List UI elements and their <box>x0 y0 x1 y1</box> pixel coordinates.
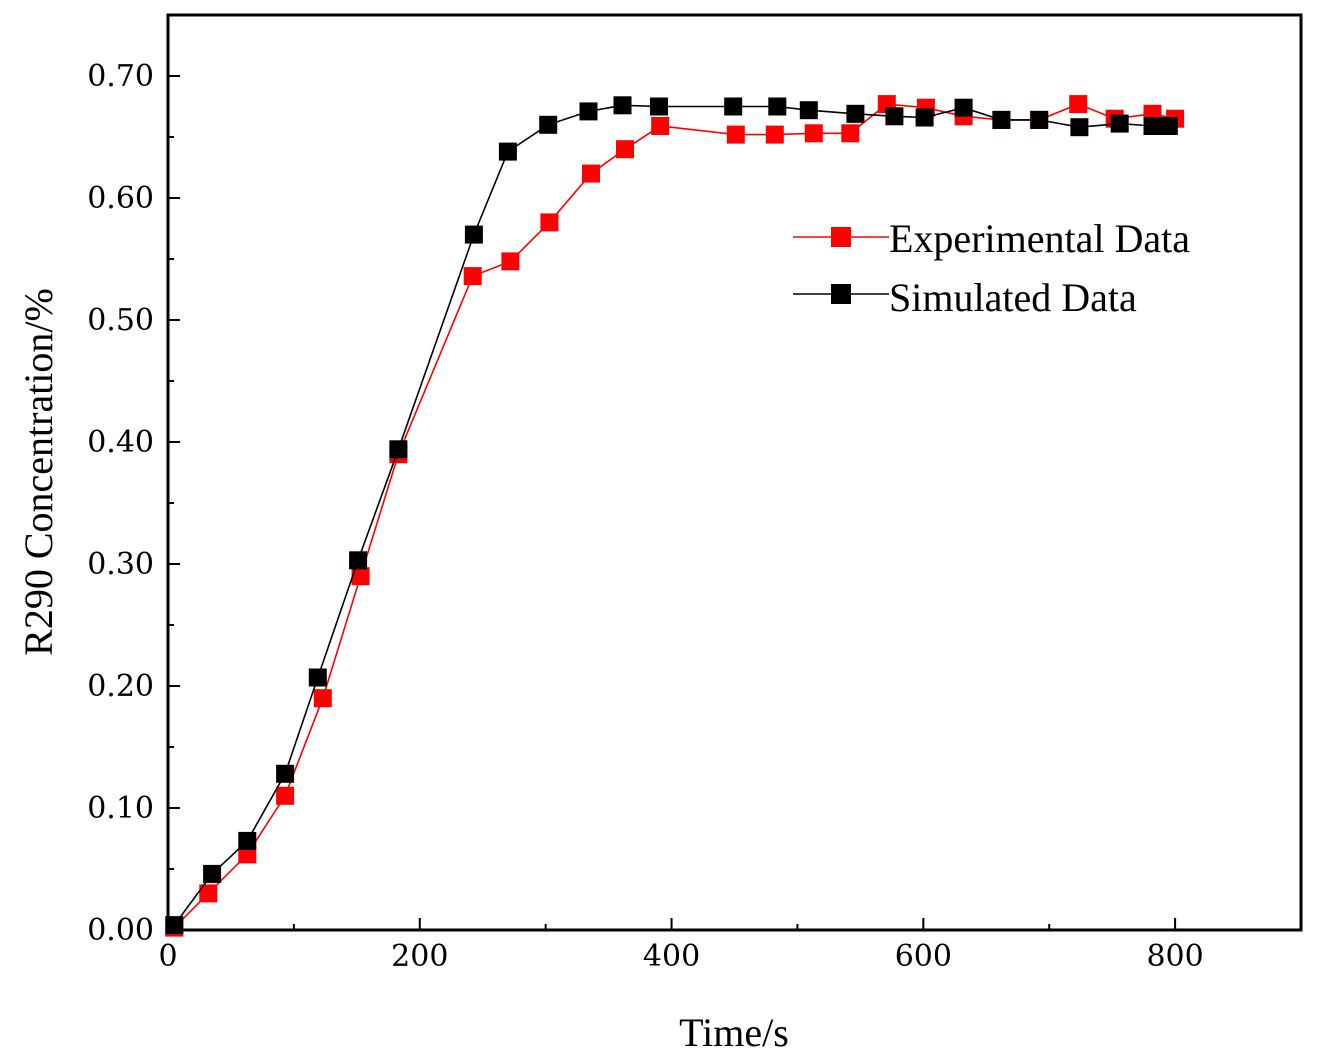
data-point-simulated <box>915 108 934 127</box>
data-point-experimental <box>463 267 482 286</box>
data-point-simulated <box>498 142 517 161</box>
data-point-simulated <box>799 101 818 120</box>
data-point-experimental <box>616 140 634 159</box>
data-point-simulated <box>1070 118 1089 137</box>
data-point-simulated <box>724 97 743 116</box>
data-point-experimental <box>726 125 745 144</box>
data-point-simulated <box>846 104 865 123</box>
y-tick-label: 0.20 <box>87 669 154 704</box>
data-point-simulated <box>308 668 327 687</box>
data-point-experimental <box>1069 95 1088 114</box>
data-point-experimental <box>651 117 670 135</box>
data-point-simulated <box>613 96 632 115</box>
data-point-experimental <box>276 786 295 805</box>
series-layer <box>165 95 1185 937</box>
x-tick-label: 0 <box>158 939 177 974</box>
data-point-simulated <box>276 764 295 783</box>
y-tick-label: 0.10 <box>87 791 154 826</box>
y-tick-label: 0.60 <box>87 181 154 216</box>
x-tick-label: 200 <box>391 939 448 974</box>
y-axis-title: R290 Concentration/% <box>16 288 61 656</box>
data-point-simulated <box>1159 117 1178 135</box>
y-tick-label: 0.50 <box>87 303 154 338</box>
data-point-simulated <box>954 98 973 117</box>
data-point-simulated <box>650 97 668 116</box>
data-point-simulated <box>992 110 1011 129</box>
ticks-layer <box>167 75 1177 931</box>
legend-marker-experimental <box>831 227 851 247</box>
data-point-simulated <box>464 225 483 244</box>
data-point-simulated <box>203 864 222 883</box>
data-point-experimental <box>199 884 218 903</box>
data-point-experimental <box>313 689 332 708</box>
data-point-experimental <box>582 164 600 183</box>
data-point-experimental <box>501 252 520 271</box>
x-tick-label: 800 <box>1146 939 1203 974</box>
data-point-simulated <box>885 107 904 126</box>
tick-labels-layer: 0 200 400 600 800 0.00 0.10 0.20 0.30 0.40 0.50 0.6… <box>87 59 1204 974</box>
plot-frame <box>166 13 1303 932</box>
data-point-simulated <box>349 551 368 570</box>
data-point-simulated <box>539 115 558 134</box>
data-point-simulated <box>579 102 598 121</box>
x-tick-label: 600 <box>895 939 952 974</box>
y-tick-label: 0.40 <box>87 425 154 460</box>
data-point-simulated <box>768 97 787 116</box>
data-point-experimental <box>540 213 559 232</box>
data-point-simulated <box>1030 110 1049 129</box>
legend-label-experimental: Experimental Data <box>889 216 1190 261</box>
data-point-experimental <box>351 567 370 586</box>
data-point-experimental <box>765 125 784 144</box>
data-point-simulated <box>238 831 257 850</box>
legend: Experimental Data Simulated Data <box>793 216 1190 320</box>
legend-marker-simulated <box>831 284 851 304</box>
y-tick-label: 0.00 <box>87 913 154 948</box>
data-point-simulated <box>389 440 408 459</box>
y-tick-label: 0.70 <box>87 59 154 94</box>
data-point-simulated <box>1110 114 1129 133</box>
data-point-simulated <box>1143 117 1162 135</box>
data-point-experimental <box>804 124 823 143</box>
data-point-experimental <box>841 124 860 143</box>
x-tick-label: 400 <box>643 939 700 974</box>
legend-label-simulated: Simulated Data <box>889 275 1137 320</box>
x-axis-title: Time/s <box>679 1010 789 1055</box>
y-tick-label: 0.30 <box>87 547 154 582</box>
